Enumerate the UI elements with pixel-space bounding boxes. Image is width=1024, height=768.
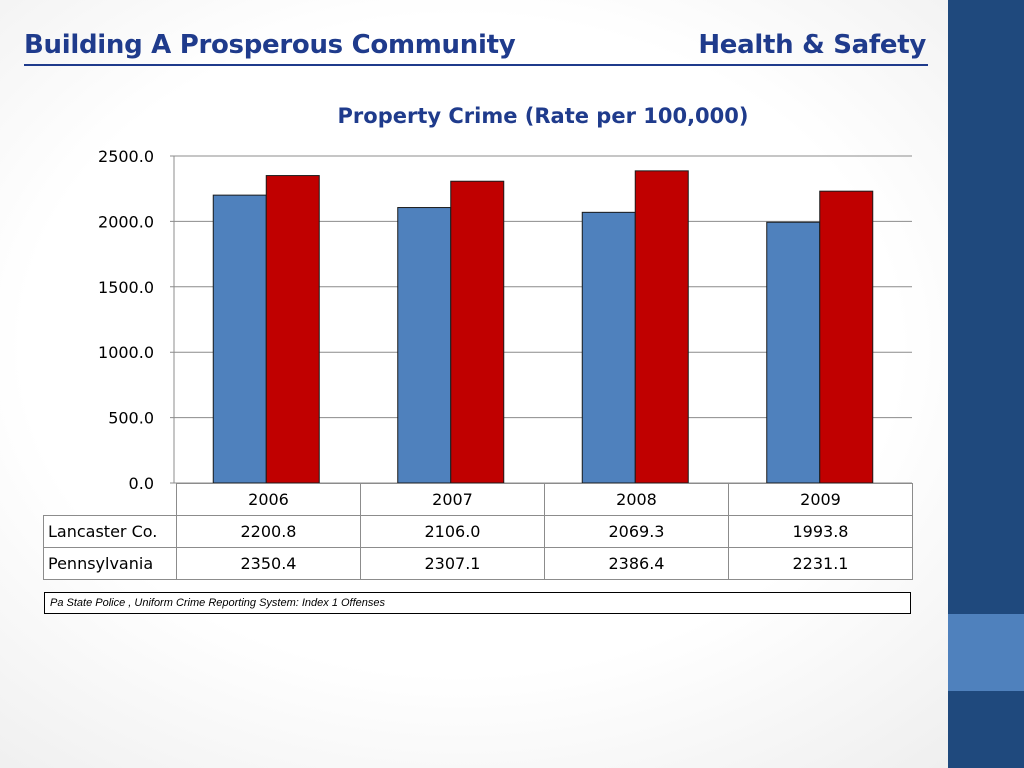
y-tick-label: 2500.0 xyxy=(98,147,154,166)
category-2006: 2006 xyxy=(176,483,361,516)
category-2007: 2007 xyxy=(360,483,545,516)
bar-pennsylvania-2008 xyxy=(634,170,689,484)
value-pennsylvania-2008: 2386.4 xyxy=(544,547,729,580)
bar-lancaster-co-2007 xyxy=(397,207,452,484)
right-sidebar xyxy=(948,0,1024,768)
value-pennsylvania-2009: 2231.1 xyxy=(728,547,913,580)
y-tick-label: 500.0 xyxy=(108,409,154,428)
bar-pennsylvania-2007 xyxy=(450,180,505,484)
bar-lancaster-co-2009 xyxy=(766,221,821,484)
y-axis-ticks: 0.0 500.0 1000.0 1500.0 2000.0 2500.0 xyxy=(98,147,154,493)
series-name-pennsylvania: Pennsylvania xyxy=(43,547,177,580)
category-2009: 2009 xyxy=(728,483,913,516)
chart-title: Property Crime (Rate per 100,000) xyxy=(337,104,749,128)
y-tick-label: 1000.0 xyxy=(98,343,154,362)
table-header-row: 2006 2007 2008 2009 xyxy=(44,483,913,516)
bars xyxy=(212,170,874,484)
y-tick-label: 0.0 xyxy=(129,474,154,493)
value-lancaster-2009: 1993.8 xyxy=(728,515,913,548)
table-row-pennsylvania: Pennsylvania 2350.4 2307.1 2386.4 2231.1 xyxy=(43,547,913,580)
value-pennsylvania-2007: 2307.1 xyxy=(360,547,545,580)
bar-lancaster-co-2006 xyxy=(212,194,267,484)
y-tick-label: 2000.0 xyxy=(98,212,154,231)
header-right-title: Health & Safety xyxy=(698,30,926,60)
category-2008: 2008 xyxy=(544,483,729,516)
series-name-lancaster: Lancaster Co. xyxy=(43,515,177,548)
table-corner xyxy=(44,484,177,516)
value-lancaster-2008: 2069.3 xyxy=(544,515,729,548)
data-table: 2006 2007 2008 2009 Lancaster Co. 2200.8… xyxy=(43,483,913,580)
slide-header: Building A Prosperous Community Health &… xyxy=(24,30,928,66)
bar-pennsylvania-2009 xyxy=(819,190,874,484)
value-lancaster-2007: 2106.0 xyxy=(360,515,545,548)
source-note: Pa State Police , Uniform Crime Reportin… xyxy=(44,592,911,614)
y-tick-label: 1500.0 xyxy=(98,278,154,297)
value-pennsylvania-2006: 2350.4 xyxy=(176,547,361,580)
value-lancaster-2006: 2200.8 xyxy=(176,515,361,548)
bar-lancaster-co-2008 xyxy=(581,211,636,484)
sidebar-accent-block xyxy=(948,614,1024,691)
table-row-lancaster: Lancaster Co. 2200.8 2106.0 2069.3 1993.… xyxy=(43,515,913,548)
bar-pennsylvania-2006 xyxy=(265,175,320,484)
header-left-title: Building A Prosperous Community xyxy=(24,30,516,60)
